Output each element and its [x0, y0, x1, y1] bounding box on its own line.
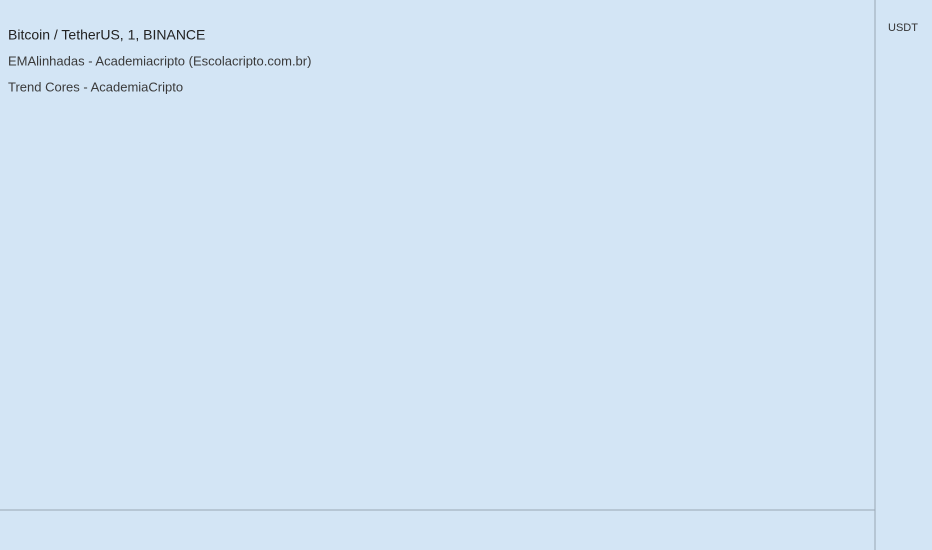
currency-label: USDT — [888, 22, 918, 34]
overlay: Bitcoin / TetherUS, 1, BINANCE EMAlinhad… — [8, 27, 311, 95]
indicator-title: Trend Cores - AcademiaCripto — [8, 79, 183, 94]
indicator-title: EMAlinhadas - Academiacripto (Escolacrip… — [8, 53, 311, 68]
chart-title: Bitcoin / TetherUS, 1, BINANCE — [8, 27, 205, 43]
